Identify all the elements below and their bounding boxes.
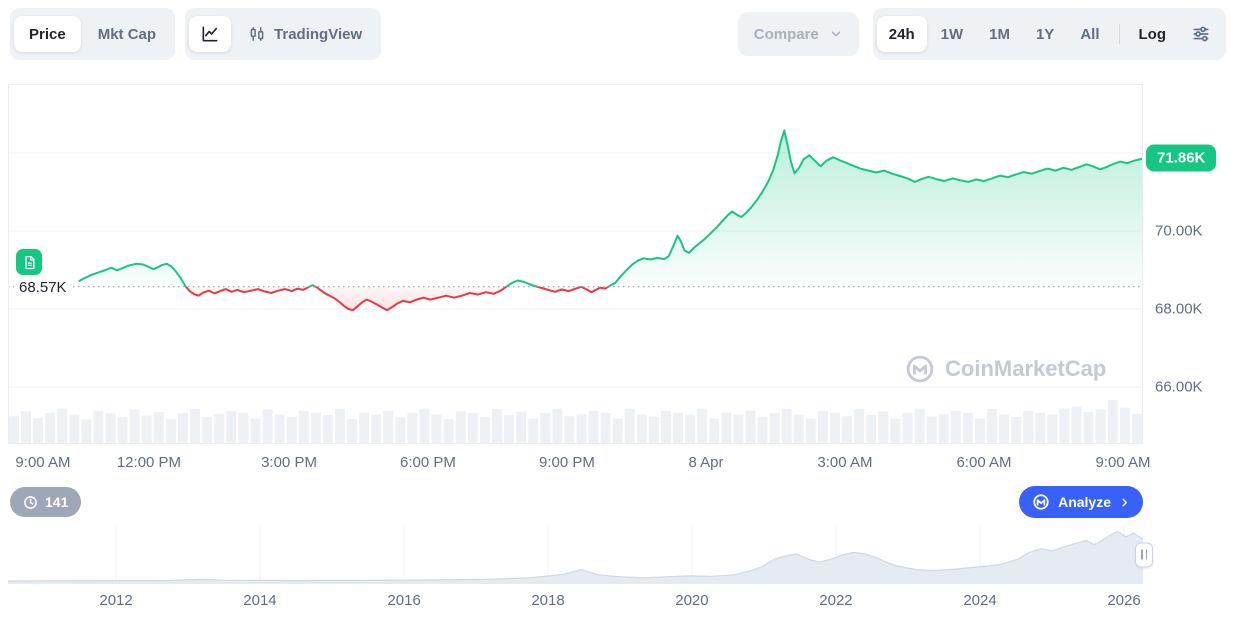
document-icon — [24, 255, 34, 269]
tradingview-label: TradingView — [274, 25, 363, 43]
chart-actions-row: 141 Analyze — [10, 486, 1143, 518]
watermark-text: CoinMarketCap — [945, 356, 1107, 381]
history-line — [8, 530, 1143, 582]
price-area-negative — [79, 286, 1143, 311]
history-count: 141 — [45, 494, 69, 510]
volume-bars — [9, 400, 1142, 444]
log-scale-toggle[interactable]: Log — [1127, 16, 1179, 52]
x-tick: 6:00 AM — [956, 454, 1012, 471]
tab-price[interactable]: Price — [14, 16, 81, 52]
coinmarketcap-watermark: CoinMarketCap — [905, 354, 1106, 384]
chart-toolbar: Price Mkt Cap TradingView Compare — [10, 8, 1226, 60]
tradingview-style-button[interactable]: TradingView — [233, 16, 377, 52]
line-chart-style-button[interactable] — [189, 16, 232, 52]
year-tick: 2018 — [531, 592, 565, 609]
navigator-years: 2012 2014 2016 2018 2020 2022 2024 2026 — [8, 584, 1143, 612]
coinmarketcap-logo-icon — [1032, 493, 1050, 511]
year-tick: 2024 — [963, 592, 997, 609]
price-chart[interactable] — [8, 84, 1143, 444]
history-area — [8, 531, 1143, 584]
chevron-right-icon — [1119, 497, 1130, 508]
price-area-positive — [79, 130, 1143, 287]
analyze-button[interactable]: Analyze — [1019, 486, 1143, 518]
y-tick: 66.00K — [1155, 378, 1203, 396]
year-tick: 2022 — [819, 592, 853, 609]
settings-sliders-icon — [1191, 24, 1211, 44]
year-tick: 2014 — [243, 592, 277, 609]
navigator-chart[interactable] — [8, 525, 1143, 584]
x-tick: 3:00 PM — [261, 454, 317, 471]
x-tick: 3:00 AM — [817, 454, 873, 471]
chart-settings-button[interactable] — [1180, 16, 1222, 52]
price-chart-area: 68.57K CoinMarketCap 71.86K 70.00K 68.00… — [8, 84, 1236, 444]
timeline-navigator[interactable] — [8, 525, 1153, 584]
y-axis: 71.86K 70.00K 68.00K 66.00K — [1143, 84, 1236, 444]
chart-border — [8, 84, 1143, 444]
price-line-negative — [184, 286, 611, 312]
handle-grip — [1141, 549, 1143, 560]
x-axis: 9:00 AM 12:00 PM 3:00 PM 6:00 PM 9:00 PM… — [8, 444, 1150, 480]
range-1w[interactable]: 1W — [929, 16, 976, 52]
year-tick: 2012 — [99, 592, 133, 609]
range-1m[interactable]: 1M — [977, 16, 1022, 52]
candlestick-icon — [248, 25, 266, 43]
x-tick: 9:00 AM — [15, 454, 71, 471]
clock-icon — [23, 495, 38, 510]
navigator-handle[interactable] — [1135, 542, 1153, 567]
x-tick: 9:00 PM — [539, 454, 595, 471]
y-tick: 70.00K — [1155, 222, 1203, 240]
coinmarketcap-logo-icon — [905, 354, 935, 384]
time-range-selector: 24h 1W 1M 1Y All Log — [872, 8, 1226, 60]
x-tick: 6:00 PM — [400, 454, 456, 471]
year-tick: 2016 — [387, 592, 421, 609]
divider — [1118, 24, 1120, 44]
year-tick: 2026 — [1107, 592, 1141, 609]
x-tick: 12:00 PM — [116, 454, 182, 471]
tab-mktcap[interactable]: Mkt Cap — [83, 16, 171, 52]
price-line-positive — [78, 129, 1143, 287]
range-1y[interactable]: 1Y — [1024, 16, 1066, 52]
open-price-marker-icon[interactable] — [16, 249, 42, 275]
x-tick: 8 Apr — [688, 454, 724, 471]
range-24h[interactable]: 24h — [876, 16, 927, 52]
x-tick: 9:00 AM — [1095, 454, 1151, 471]
range-all[interactable]: All — [1068, 16, 1111, 52]
open-price-label: 68.57K — [14, 278, 72, 297]
current-price-badge: 71.86K — [1146, 144, 1217, 172]
chevron-down-icon — [829, 27, 843, 41]
year-tick: 2020 — [675, 592, 709, 609]
chart-style-toggle: TradingView — [185, 8, 382, 60]
analyze-label: Analyze — [1058, 494, 1111, 510]
compare-button[interactable]: Compare — [737, 12, 859, 56]
line-chart-icon — [200, 24, 220, 44]
coinmarketcap-price-chart: Price Mkt Cap TradingView Compare — [0, 8, 1236, 612]
price-mktcap-toggle: Price Mkt Cap — [10, 8, 176, 60]
handle-grip — [1145, 549, 1147, 560]
history-count-badge[interactable]: 141 — [10, 487, 82, 517]
compare-label: Compare — [753, 25, 819, 43]
y-tick: 68.00K — [1155, 300, 1203, 318]
